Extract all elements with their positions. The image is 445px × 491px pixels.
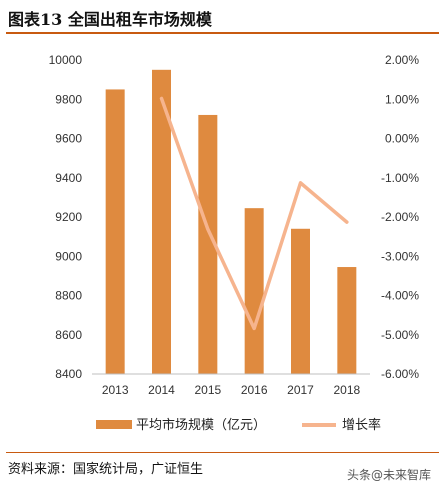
y-right-tick-label: 0.00% — [385, 132, 419, 146]
bar-2015 — [198, 114, 218, 374]
y-left-tick-label: 10000 — [49, 53, 83, 67]
x-tick-label: 2018 — [333, 383, 360, 397]
legend: 平均市场规模（亿元） 增长率 — [96, 417, 381, 433]
bar-2016 — [244, 208, 264, 374]
x-tick-label: 2013 — [102, 383, 129, 397]
x-tick-label: 2017 — [287, 383, 314, 397]
line-series — [159, 96, 349, 331]
y-right-tick-label: -4.00% — [381, 289, 419, 303]
x-tick-label: 2014 — [148, 383, 175, 397]
y-left-tick-label: 9400 — [55, 171, 82, 185]
bar-2017 — [291, 228, 310, 374]
y-left-tick-label: 8800 — [55, 289, 82, 303]
y-left-tick-label: 8400 — [55, 367, 82, 381]
y-left-tick-label: 8600 — [55, 328, 82, 342]
bar-2018 — [337, 267, 357, 374]
chart-title: 图表13 全国出租车市场规模 — [8, 10, 212, 29]
growth-rate-line — [159, 96, 349, 331]
bar-2013 — [105, 89, 125, 374]
y-right-tick-label: -6.00% — [381, 367, 419, 381]
bar-2014 — [152, 69, 171, 374]
axes: 2013 2014 2015 2016 2017 2018 8400 8600 8800 9000… — [49, 53, 420, 397]
y-left-tick-label: 9800 — [55, 92, 82, 106]
legend-swatch-bar — [96, 420, 132, 429]
y-right-tick-label: 2.00% — [385, 53, 419, 67]
y-right-tick-label: -2.00% — [381, 210, 419, 224]
y-right-tick-label: 1.00% — [385, 92, 419, 106]
y-left-tick-label: 9600 — [55, 132, 82, 146]
legend-label-bar: 平均市场规模（亿元） — [136, 417, 266, 433]
bar-series — [105, 69, 357, 374]
source-note: 资料来源：国家统计局，广证恒生 — [8, 462, 204, 477]
watermark: 头条@未来智库 — [346, 468, 431, 482]
x-tick-label: 2015 — [194, 383, 221, 397]
legend-label-line: 增长率 — [342, 417, 381, 433]
y-left-tick-label: 9200 — [55, 210, 82, 224]
y-right-tick-label: -1.00% — [381, 171, 419, 185]
title-divider — [6, 32, 439, 34]
y-right-tick-label: -3.00% — [381, 249, 419, 263]
y-right-tick-label: -5.00% — [381, 328, 419, 342]
source-divider — [6, 452, 439, 453]
x-tick-label: 2016 — [241, 383, 268, 397]
combo-chart: 2013 2014 2015 2016 2017 2018 8400 8600 8800 9000… — [49, 53, 420, 433]
y-left-tick-label: 9000 — [55, 249, 82, 263]
